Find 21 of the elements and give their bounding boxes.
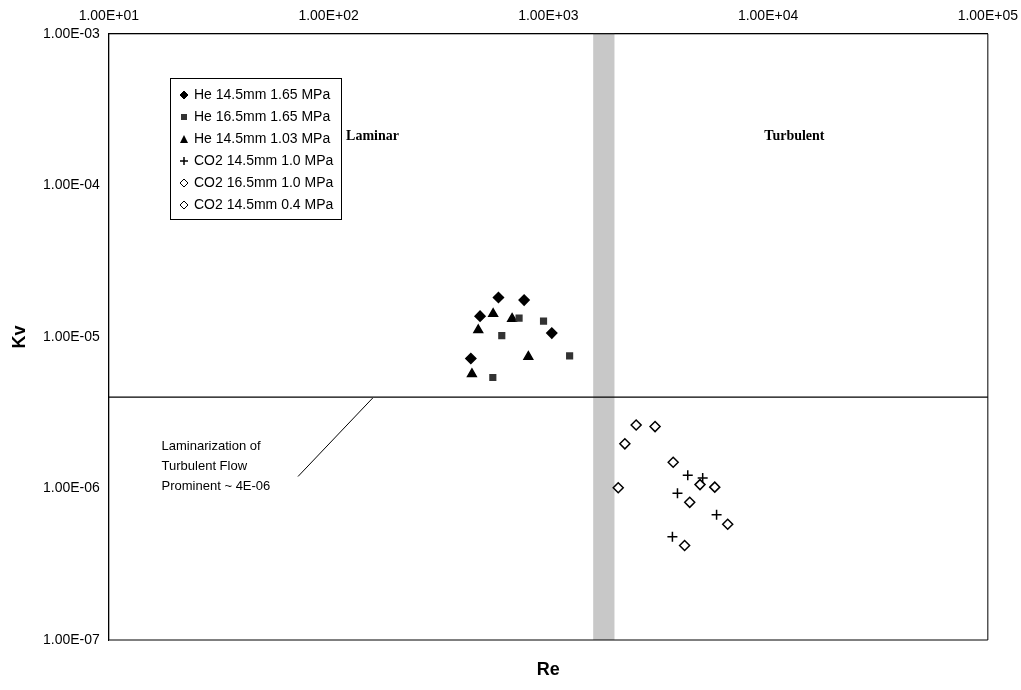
y-axis-title: Kv xyxy=(8,325,29,349)
x-tick-label: 1.00E+04 xyxy=(737,7,799,24)
y-tick-label: 1.00E-03 xyxy=(42,24,101,41)
x-tick-label: 1.00E+02 xyxy=(298,7,359,24)
y-tick-label: 1.00E-07 xyxy=(42,630,101,647)
legend-label: He 14.5mm 1.03 MPa xyxy=(194,130,331,146)
legend-label: He 16.5mm 1.65 MPa xyxy=(194,108,331,124)
x-tick-label: 1.00E+03 xyxy=(518,7,579,24)
x-tick-label: 1.00E+01 xyxy=(78,7,140,24)
x-tick-label: 1.00E+05 xyxy=(957,7,1019,24)
legend-label: He 14.5mm 1.65 MPa xyxy=(194,86,331,102)
annotation: Laminar xyxy=(346,128,399,144)
annotation: Turbulent xyxy=(764,128,825,144)
annotation: Laminarization of Turbulent Flow Prominent ~ 4E-06 xyxy=(161,437,271,493)
legend-label: CO2 14.5mm 1.0 MPa xyxy=(194,152,334,168)
y-tick-label: 1.00E-05 xyxy=(42,327,101,344)
y-tick-label: 1.00E-04 xyxy=(42,176,101,193)
legend-label: CO2 16.5mm 1.0 MPa xyxy=(194,174,334,190)
y-tick-label: 1.00E-06 xyxy=(42,479,101,496)
legend-label: CO2 14.5mm 0.4 MPa xyxy=(194,196,334,212)
x-axis-title: Re xyxy=(536,658,560,679)
